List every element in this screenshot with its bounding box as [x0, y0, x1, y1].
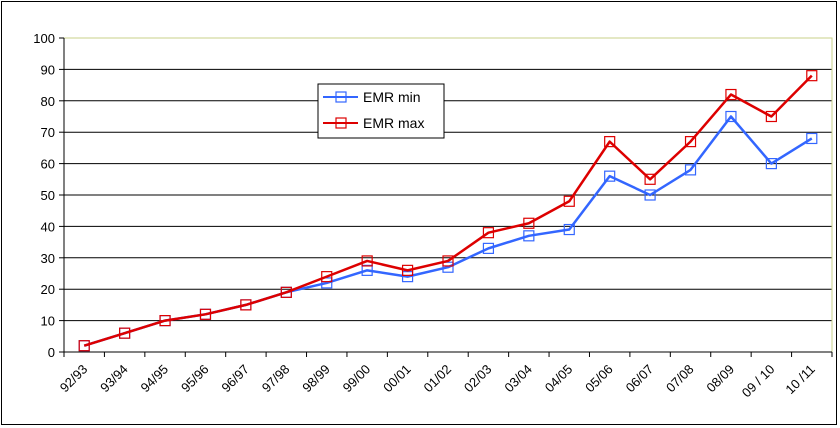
data-point-emr-max	[240, 299, 252, 311]
data-point-emr-max	[78, 340, 90, 352]
data-point-emr-max	[401, 264, 414, 276]
x-tick-label: 93/94	[97, 362, 131, 396]
y-tick-label: 70	[41, 125, 55, 140]
data-point-emr-max	[119, 327, 131, 339]
x-tick-label: 98/99	[299, 362, 333, 396]
series-line-emr-max	[83, 74, 813, 347]
data-point-emr-max	[482, 227, 495, 239]
y-tick-label: 0	[48, 345, 55, 360]
data-point-emr-max	[159, 315, 171, 327]
data-point-emr-min	[725, 110, 737, 123]
x-tick-label: 00/01	[380, 362, 414, 396]
y-tick-label: 40	[41, 219, 55, 234]
data-point-emr-max	[604, 136, 616, 148]
data-point-emr-max	[806, 70, 818, 82]
legend-marker-emr-min	[335, 91, 347, 103]
data-point-emr-max	[523, 217, 535, 229]
data-point-emr-max	[563, 195, 575, 207]
y-tick-label: 60	[41, 157, 55, 172]
y-tick-label: 90	[41, 62, 55, 77]
y-tick-label: 80	[41, 94, 55, 109]
x-tick-label: 95/96	[178, 362, 212, 396]
data-point-emr-max	[361, 255, 373, 267]
legend-label-emr-max: EMR max	[363, 115, 424, 131]
x-tick-label: 02/03	[461, 362, 495, 396]
x-tick-label: 05/06	[582, 362, 616, 396]
y-tick-label: 30	[41, 251, 55, 266]
data-point-emr-max	[644, 173, 656, 185]
legend-marker-emr-max	[335, 117, 347, 129]
data-point-emr-min	[684, 164, 697, 176]
data-point-emr-min	[401, 271, 414, 283]
data-point-emr-max	[684, 136, 697, 148]
x-tick-label: 01/02	[421, 362, 455, 396]
data-point-emr-max	[442, 255, 454, 267]
x-tick-label: 94/95	[138, 362, 172, 396]
x-tick-label: 10 /11	[782, 362, 817, 397]
x-tick-label: 92/93	[57, 362, 91, 396]
data-point-emr-max	[765, 110, 777, 123]
data-point-emr-min	[523, 230, 535, 242]
x-tick-label: 97/98	[259, 362, 293, 396]
data-point-emr-max	[199, 308, 212, 320]
data-point-emr-max	[321, 271, 333, 283]
y-tick-label: 10	[41, 314, 55, 329]
x-tick-label: 08/09	[703, 362, 737, 396]
data-point-emr-min	[563, 223, 575, 236]
data-point-emr-min	[765, 158, 777, 170]
data-point-emr-min	[806, 132, 818, 145]
data-point-emr-min	[482, 242, 495, 254]
x-tick-label: 96/97	[218, 362, 252, 396]
x-tick-label: 07/08	[663, 362, 697, 396]
y-tick-label: 20	[41, 282, 55, 297]
data-point-emr-min	[644, 189, 656, 201]
x-tick-label: 99/00	[340, 362, 374, 396]
x-tick-label: 06/07	[623, 362, 657, 396]
data-point-emr-max	[725, 88, 737, 101]
gridlines	[64, 37, 832, 322]
x-tick-label: 09 / 10	[739, 362, 778, 401]
legend-box	[317, 83, 445, 139]
series-line-emr-min	[83, 115, 813, 347]
y-tick-label: 50	[41, 188, 55, 203]
y-tick-label: 100	[33, 31, 55, 46]
legend: EMR min EMR max	[317, 83, 445, 139]
legend-label-emr-min: EMR min	[363, 89, 421, 105]
series-layer	[78, 70, 818, 352]
x-tick-label: 04/05	[542, 362, 576, 396]
data-point-emr-max	[280, 286, 292, 298]
x-tick-label: 03/04	[501, 362, 535, 396]
data-point-emr-min	[604, 170, 616, 182]
